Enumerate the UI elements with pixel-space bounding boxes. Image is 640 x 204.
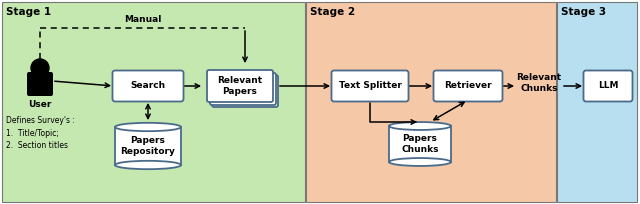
FancyBboxPatch shape bbox=[584, 71, 632, 102]
Text: Relevant
Papers: Relevant Papers bbox=[218, 76, 262, 96]
FancyBboxPatch shape bbox=[332, 71, 408, 102]
Text: Relevant
Chunks: Relevant Chunks bbox=[516, 73, 561, 93]
FancyBboxPatch shape bbox=[27, 72, 53, 96]
FancyBboxPatch shape bbox=[433, 71, 502, 102]
Text: Retriever: Retriever bbox=[444, 82, 492, 91]
Text: Papers
Chunks: Papers Chunks bbox=[401, 134, 439, 154]
Bar bbox=[306, 2, 556, 202]
Ellipse shape bbox=[115, 123, 181, 131]
Bar bbox=[2, 2, 305, 202]
Ellipse shape bbox=[389, 158, 451, 166]
Bar bbox=[389, 126, 451, 162]
Text: User: User bbox=[28, 100, 52, 109]
FancyBboxPatch shape bbox=[212, 75, 278, 107]
Text: Search: Search bbox=[131, 82, 166, 91]
Text: LLM: LLM bbox=[598, 82, 618, 91]
Ellipse shape bbox=[115, 161, 181, 169]
Text: Defines Survey's :
1.  Title/Topic;
2.  Section titles: Defines Survey's : 1. Title/Topic; 2. Se… bbox=[6, 116, 75, 150]
Bar bbox=[557, 2, 637, 202]
FancyBboxPatch shape bbox=[207, 70, 273, 102]
FancyBboxPatch shape bbox=[113, 71, 184, 102]
Text: Manual: Manual bbox=[124, 15, 161, 24]
Text: Stage 3: Stage 3 bbox=[561, 7, 606, 17]
Text: Papers
Repository: Papers Repository bbox=[120, 136, 175, 156]
Bar bbox=[115, 127, 181, 165]
FancyBboxPatch shape bbox=[210, 73, 276, 105]
Text: Stage 2: Stage 2 bbox=[310, 7, 355, 17]
Text: Stage 1: Stage 1 bbox=[6, 7, 51, 17]
Ellipse shape bbox=[389, 122, 451, 130]
Text: Text Splitter: Text Splitter bbox=[339, 82, 401, 91]
Circle shape bbox=[31, 59, 49, 77]
